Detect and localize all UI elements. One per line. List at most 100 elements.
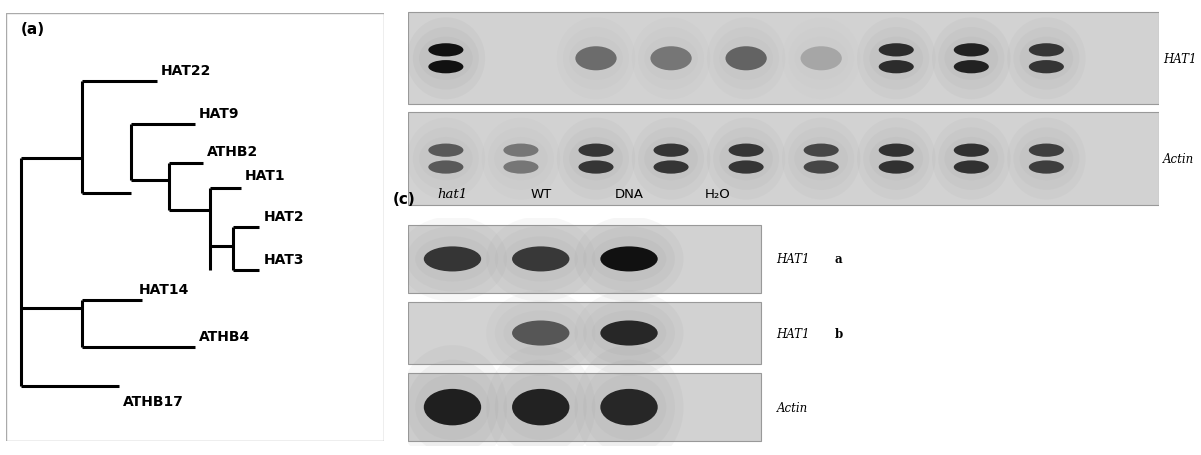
- Ellipse shape: [944, 37, 998, 81]
- Ellipse shape: [503, 144, 538, 157]
- Ellipse shape: [1014, 128, 1080, 191]
- Ellipse shape: [419, 37, 473, 81]
- Ellipse shape: [1020, 37, 1074, 81]
- Text: b: b: [835, 327, 843, 340]
- Ellipse shape: [574, 291, 683, 376]
- Ellipse shape: [1020, 137, 1074, 181]
- Ellipse shape: [600, 247, 658, 272]
- Text: (c): (c): [393, 191, 416, 206]
- Ellipse shape: [1029, 61, 1064, 74]
- Ellipse shape: [512, 247, 569, 272]
- Text: HAT14: HAT14: [138, 282, 189, 296]
- Ellipse shape: [794, 137, 848, 181]
- Text: ATHB4: ATHB4: [199, 329, 250, 343]
- Ellipse shape: [563, 128, 629, 191]
- Ellipse shape: [575, 47, 616, 71]
- Ellipse shape: [600, 389, 658, 425]
- Ellipse shape: [954, 44, 988, 57]
- Text: ATHB17: ATHB17: [124, 394, 184, 408]
- Ellipse shape: [495, 227, 586, 292]
- Ellipse shape: [424, 389, 482, 425]
- Ellipse shape: [632, 118, 710, 200]
- Ellipse shape: [879, 61, 914, 74]
- Ellipse shape: [944, 137, 998, 181]
- Ellipse shape: [592, 237, 667, 282]
- Ellipse shape: [429, 61, 464, 74]
- Ellipse shape: [574, 217, 683, 302]
- Ellipse shape: [651, 47, 692, 71]
- Text: hat1: hat1: [437, 187, 467, 200]
- Ellipse shape: [416, 237, 490, 282]
- Ellipse shape: [713, 128, 779, 191]
- Ellipse shape: [653, 144, 688, 157]
- Ellipse shape: [870, 137, 924, 181]
- Ellipse shape: [707, 118, 785, 200]
- Text: a: a: [835, 253, 842, 266]
- Ellipse shape: [719, 137, 773, 181]
- Ellipse shape: [503, 237, 578, 282]
- Ellipse shape: [653, 161, 688, 174]
- Text: HAT1: HAT1: [777, 253, 809, 266]
- Ellipse shape: [557, 118, 635, 200]
- Ellipse shape: [584, 227, 675, 292]
- Text: HAT2: HAT2: [263, 209, 304, 223]
- Ellipse shape: [644, 137, 698, 181]
- Text: H₂O: H₂O: [705, 187, 730, 200]
- Bar: [408, 113, 1159, 205]
- Text: ATHB2: ATHB2: [207, 145, 258, 159]
- Ellipse shape: [584, 301, 675, 366]
- Ellipse shape: [569, 137, 623, 181]
- Ellipse shape: [413, 28, 479, 91]
- Ellipse shape: [1029, 161, 1064, 174]
- Ellipse shape: [429, 44, 464, 57]
- Ellipse shape: [938, 28, 1004, 91]
- Ellipse shape: [803, 144, 838, 157]
- Bar: [408, 303, 761, 364]
- Ellipse shape: [864, 128, 930, 191]
- Ellipse shape: [1008, 18, 1086, 100]
- Ellipse shape: [503, 161, 538, 174]
- Ellipse shape: [486, 345, 596, 455]
- Ellipse shape: [429, 144, 464, 157]
- Ellipse shape: [803, 161, 838, 174]
- Ellipse shape: [486, 217, 596, 302]
- Ellipse shape: [407, 18, 485, 100]
- Text: (a): (a): [22, 22, 46, 37]
- Ellipse shape: [398, 345, 507, 455]
- Ellipse shape: [954, 61, 988, 74]
- Bar: [408, 373, 761, 441]
- Text: HAT1: HAT1: [1163, 53, 1196, 66]
- Ellipse shape: [579, 144, 614, 157]
- Ellipse shape: [879, 161, 914, 174]
- Ellipse shape: [579, 161, 614, 174]
- Ellipse shape: [429, 161, 464, 174]
- Ellipse shape: [788, 128, 854, 191]
- Ellipse shape: [801, 47, 842, 71]
- Ellipse shape: [512, 389, 569, 425]
- Ellipse shape: [725, 47, 766, 71]
- Text: HAT1: HAT1: [244, 169, 285, 182]
- Ellipse shape: [1029, 44, 1064, 57]
- Text: Actin: Actin: [1163, 153, 1194, 166]
- Ellipse shape: [870, 37, 924, 81]
- Ellipse shape: [954, 144, 988, 157]
- Ellipse shape: [932, 118, 1010, 200]
- Ellipse shape: [864, 28, 930, 91]
- Ellipse shape: [584, 360, 675, 455]
- Text: WT: WT: [530, 187, 551, 200]
- Ellipse shape: [1014, 28, 1080, 91]
- Text: Actin: Actin: [777, 401, 808, 414]
- Ellipse shape: [600, 321, 658, 346]
- Ellipse shape: [574, 345, 683, 455]
- Ellipse shape: [512, 321, 569, 346]
- Ellipse shape: [1008, 118, 1086, 200]
- Text: HAT1: HAT1: [777, 327, 809, 340]
- Text: HAT3: HAT3: [263, 252, 304, 266]
- Bar: [408, 225, 761, 293]
- Text: HAT9: HAT9: [199, 106, 239, 121]
- Ellipse shape: [638, 128, 704, 191]
- Ellipse shape: [398, 217, 507, 302]
- Ellipse shape: [503, 374, 578, 440]
- Ellipse shape: [879, 44, 914, 57]
- Ellipse shape: [782, 118, 860, 200]
